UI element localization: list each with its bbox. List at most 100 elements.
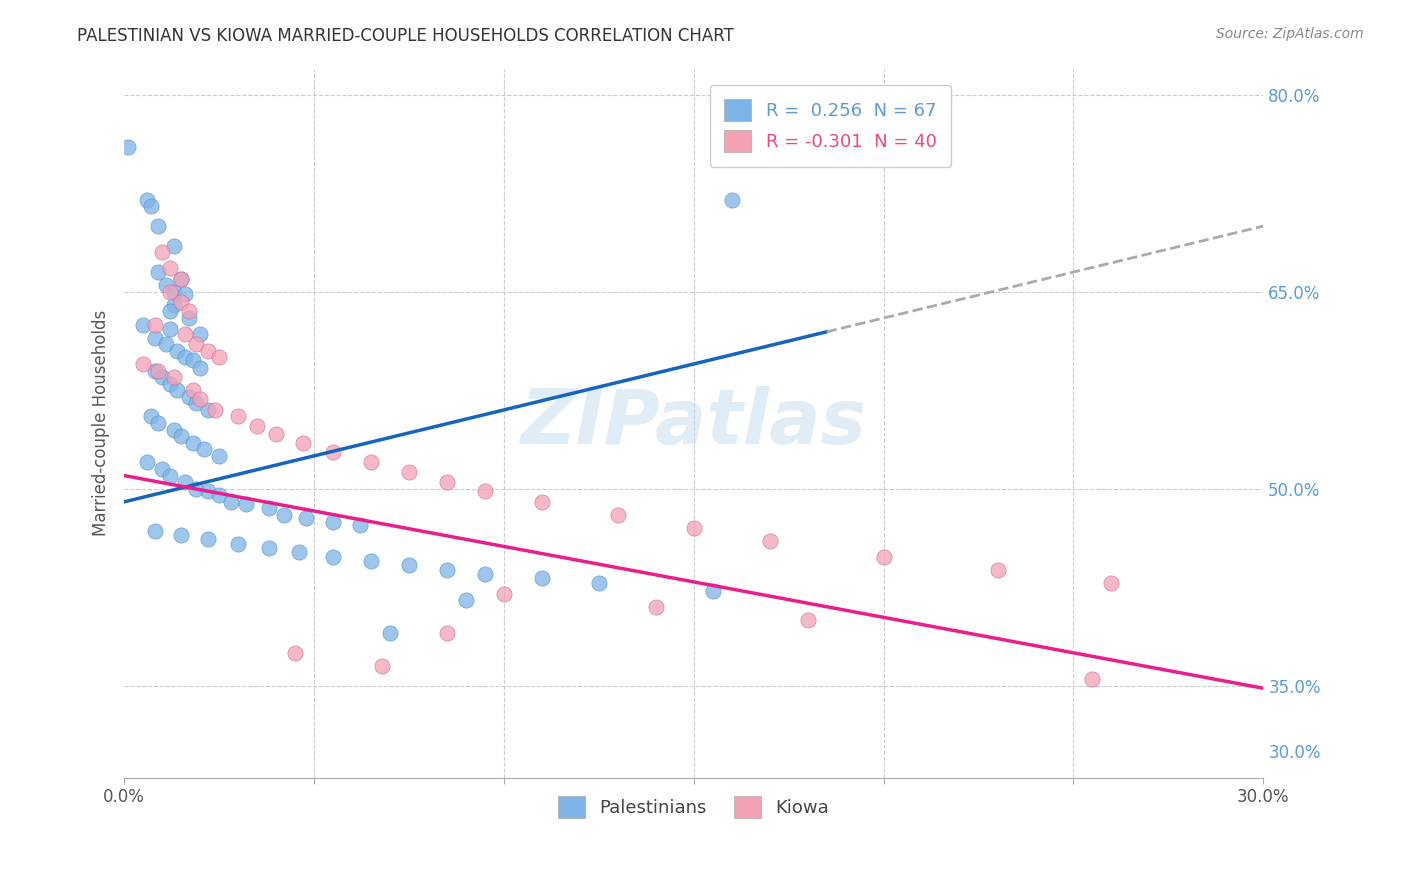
Point bbox=[288, 545, 311, 559]
Point bbox=[181, 383, 204, 397]
Point bbox=[588, 576, 610, 591]
Point bbox=[162, 423, 184, 437]
Point bbox=[159, 261, 181, 276]
Point bbox=[148, 363, 170, 377]
Point bbox=[474, 567, 496, 582]
Point bbox=[162, 239, 184, 253]
Point bbox=[492, 587, 515, 601]
Point bbox=[166, 343, 188, 358]
Point bbox=[177, 310, 200, 325]
Y-axis label: Married-couple Households: Married-couple Households bbox=[93, 310, 110, 536]
Point bbox=[360, 554, 382, 568]
Point bbox=[188, 392, 211, 407]
Point bbox=[530, 571, 553, 585]
Point bbox=[150, 462, 173, 476]
Point bbox=[378, 626, 401, 640]
Point bbox=[181, 353, 204, 368]
Point bbox=[322, 549, 344, 564]
Point bbox=[454, 593, 477, 607]
Text: Source: ZipAtlas.com: Source: ZipAtlas.com bbox=[1216, 27, 1364, 41]
Point bbox=[257, 501, 280, 516]
Point bbox=[530, 495, 553, 509]
Point bbox=[162, 298, 184, 312]
Point bbox=[143, 331, 166, 345]
Point bbox=[371, 659, 394, 673]
Point bbox=[170, 429, 193, 443]
Point bbox=[235, 498, 257, 512]
Point bbox=[170, 271, 193, 285]
Point bbox=[186, 396, 208, 410]
Point bbox=[174, 287, 197, 301]
Point bbox=[322, 515, 344, 529]
Point bbox=[197, 343, 219, 358]
Point bbox=[360, 455, 382, 469]
Point bbox=[177, 304, 200, 318]
Point bbox=[284, 646, 307, 660]
Point bbox=[150, 370, 173, 384]
Point bbox=[159, 376, 181, 391]
Point bbox=[208, 449, 231, 463]
Point bbox=[322, 445, 344, 459]
Point bbox=[257, 541, 280, 555]
Point bbox=[1081, 672, 1104, 686]
Point bbox=[159, 321, 181, 335]
Point bbox=[295, 510, 318, 524]
Point bbox=[986, 563, 1008, 577]
Point bbox=[264, 426, 287, 441]
Point bbox=[291, 435, 314, 450]
Point bbox=[436, 475, 458, 490]
Point bbox=[474, 484, 496, 499]
Point bbox=[139, 409, 162, 424]
Point bbox=[174, 326, 197, 341]
Point bbox=[170, 271, 193, 285]
Legend: Palestinians, Kiowa: Palestinians, Kiowa bbox=[551, 789, 837, 825]
Point bbox=[208, 488, 231, 502]
Point bbox=[143, 318, 166, 332]
Point bbox=[398, 465, 420, 479]
Point bbox=[148, 265, 170, 279]
Point bbox=[150, 245, 173, 260]
Point bbox=[188, 360, 211, 375]
Point bbox=[170, 295, 193, 310]
Point bbox=[159, 468, 181, 483]
Point bbox=[132, 357, 155, 371]
Point bbox=[143, 363, 166, 377]
Point bbox=[166, 383, 188, 397]
Point bbox=[139, 199, 162, 213]
Point bbox=[186, 482, 208, 496]
Point bbox=[682, 521, 704, 535]
Point bbox=[136, 193, 159, 207]
Point bbox=[197, 403, 219, 417]
Point bbox=[219, 495, 242, 509]
Point bbox=[177, 390, 200, 404]
Text: ZIPatlas: ZIPatlas bbox=[520, 386, 866, 460]
Point bbox=[159, 285, 181, 299]
Point bbox=[758, 534, 780, 549]
Point bbox=[204, 403, 226, 417]
Point bbox=[132, 318, 155, 332]
Point bbox=[170, 527, 193, 541]
Point bbox=[208, 351, 231, 365]
Text: PALESTINIAN VS KIOWA MARRIED-COUPLE HOUSEHOLDS CORRELATION CHART: PALESTINIAN VS KIOWA MARRIED-COUPLE HOUS… bbox=[77, 27, 734, 45]
Point bbox=[436, 563, 458, 577]
Point bbox=[720, 193, 742, 207]
Point bbox=[796, 613, 818, 627]
Point bbox=[246, 418, 269, 433]
Point bbox=[148, 219, 170, 233]
Point bbox=[162, 285, 184, 299]
Point bbox=[193, 442, 215, 457]
Point bbox=[174, 475, 197, 490]
Point bbox=[273, 508, 295, 522]
Point bbox=[174, 351, 197, 365]
Point bbox=[186, 337, 208, 351]
Point bbox=[155, 337, 177, 351]
Point bbox=[148, 416, 170, 430]
Point bbox=[226, 409, 249, 424]
Point bbox=[197, 532, 219, 546]
Point bbox=[606, 508, 628, 522]
Point bbox=[143, 524, 166, 538]
Point bbox=[159, 304, 181, 318]
Point bbox=[188, 326, 211, 341]
Point bbox=[872, 549, 894, 564]
Point bbox=[155, 278, 177, 293]
